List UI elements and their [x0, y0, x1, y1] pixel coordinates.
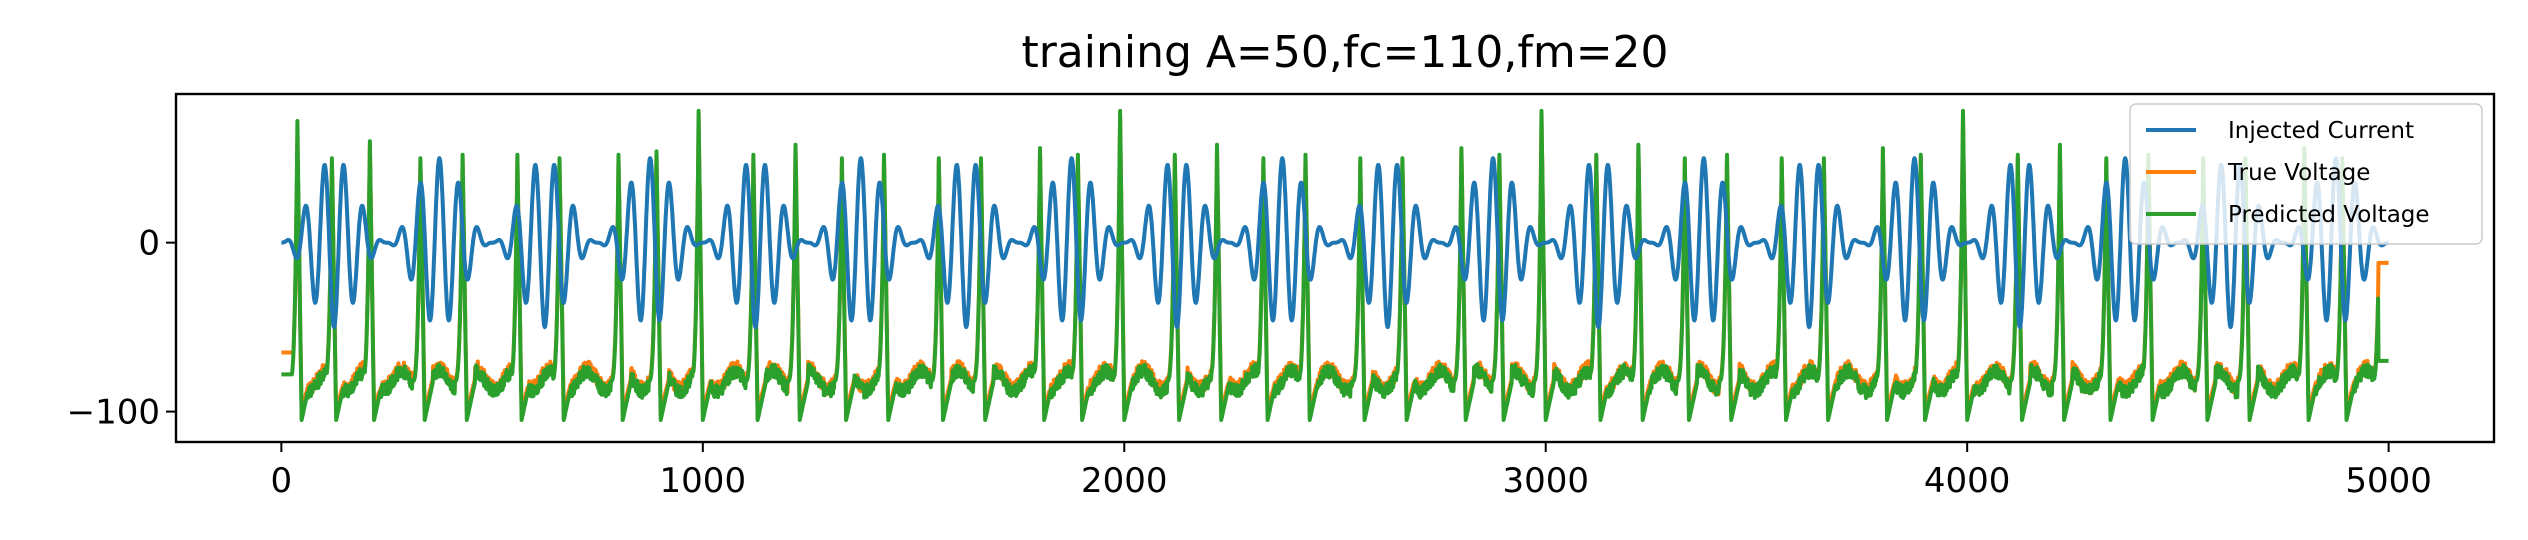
legend-label: Predicted Voltage [2228, 202, 2430, 228]
y-tick-label: 0 [138, 224, 160, 264]
x-tick-label: 1000 [660, 461, 747, 501]
legend-label: True Voltage [2227, 160, 2370, 186]
x-tick-label: 2000 [1081, 461, 1168, 501]
x-tick-label: 5000 [2345, 461, 2432, 501]
x-tick-label: 3000 [1502, 461, 1589, 501]
x-tick-label: 4000 [1924, 461, 2011, 501]
y-axis: 0 −100 [67, 224, 176, 433]
legend-label: Injected Current [2228, 118, 2414, 144]
plot-frame [174, 92, 2496, 444]
legend: Injected Current True Voltage Predicted Vo… [2129, 103, 2483, 245]
x-axis: 0 1000 2000 3000 4000 5000 [271, 442, 2432, 501]
series-injected-current [279, 156, 2391, 330]
series-layer [279, 108, 2391, 422]
x-tick-label: 0 [271, 461, 293, 501]
series-predicted-voltage [279, 108, 2391, 422]
y-tick-label: −100 [67, 393, 160, 433]
legend-box [2129, 103, 2483, 245]
chart-title: training A=50,fc=110,fm=20 [1021, 27, 1668, 78]
